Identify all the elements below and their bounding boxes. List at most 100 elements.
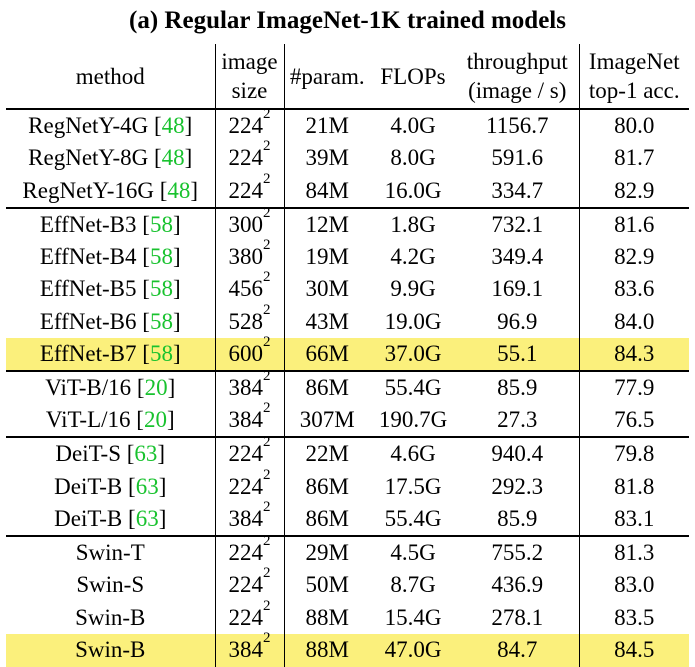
header-method: method bbox=[6, 44, 215, 110]
params-cell: 19M bbox=[283, 240, 370, 274]
citation-link[interactable]: [58] bbox=[142, 341, 181, 367]
throughput-cell: 940.4 bbox=[456, 436, 579, 471]
table-row: EffNet-B5 [58] 4562 30M 9.9G 169.1 83.6 bbox=[6, 270, 689, 306]
table-row: RegNetY-8G [48] 2242 39M 8.0G 591.6 81.7 bbox=[6, 139, 689, 175]
params-cell: 30M bbox=[283, 273, 370, 306]
citation-link[interactable]: [63] bbox=[126, 441, 166, 467]
image-size-cell: 2242 bbox=[214, 139, 284, 175]
image-size-cell: 3842 bbox=[214, 401, 284, 438]
results-table: method image size #param. FLOPs throughpu… bbox=[6, 44, 689, 667]
method-cell: RegNetY-16G [48] bbox=[6, 175, 215, 208]
method-cell: DeiT-S [63] bbox=[6, 436, 215, 471]
params-cell: 12M bbox=[283, 206, 370, 241]
accuracy-cell: 80.0 bbox=[578, 109, 689, 142]
citation-link[interactable]: [48] bbox=[154, 113, 193, 138]
citation-link[interactable]: [63] bbox=[128, 473, 167, 499]
table-caption: (a) Regular ImageNet-1K trained models bbox=[129, 7, 566, 34]
params-cell: 39M bbox=[283, 142, 370, 175]
flops-cell: 17.5G bbox=[384, 473, 442, 499]
image-size-cell: 2242 bbox=[214, 467, 284, 503]
method-name: Swin-S bbox=[76, 572, 145, 598]
method-name: EffNet-B7 bbox=[39, 341, 137, 367]
throughput-cell: 334.7 bbox=[491, 177, 544, 203]
header-throughput: throughput (image / s) bbox=[456, 44, 579, 110]
accuracy-cell: 84.3 bbox=[578, 338, 689, 372]
image-size-cell: 3842 bbox=[214, 631, 284, 667]
throughput-cell: 85.9 bbox=[497, 505, 538, 531]
flops-cell: 15.4G bbox=[384, 604, 442, 630]
throughput-cell: 27.3 bbox=[497, 407, 538, 433]
method-cell: Swin-T bbox=[6, 534, 215, 569]
method-name: RegNetY-4G bbox=[28, 113, 149, 138]
image-size-cell: 2242 bbox=[214, 107, 284, 142]
method-cell: ViT-B/16 [20] bbox=[6, 370, 215, 405]
method-cell: DeiT-B [63] bbox=[6, 470, 215, 503]
header-accuracy: ImageNet top-1 acc. bbox=[578, 44, 689, 110]
accuracy-cell: 83.5 bbox=[578, 601, 689, 635]
method-cell: EffNet-B7 [58] bbox=[6, 338, 215, 372]
citation-link[interactable]: [58] bbox=[142, 243, 181, 269]
citation-link[interactable]: [58] bbox=[142, 276, 181, 302]
flops-cell: 37.0G bbox=[370, 338, 456, 372]
citation-link[interactable]: [48] bbox=[154, 145, 193, 171]
method-name: DeiT-S bbox=[55, 441, 121, 467]
table-row: DeiT-B [63] 2242 86M 17.5G 292.3 81.8 bbox=[6, 467, 689, 503]
throughput-cell: 732.1 bbox=[456, 206, 579, 241]
citation-link[interactable]: [63] bbox=[128, 505, 167, 531]
throughput-cell: 85.9 bbox=[456, 370, 579, 405]
params-cell: 84M bbox=[283, 174, 370, 208]
params-cell: 86M bbox=[283, 470, 370, 503]
throughput-cell: 1156.7 bbox=[486, 113, 549, 138]
params-cell: 88M bbox=[283, 601, 370, 635]
method-cell: ViT-L/16 [20] bbox=[6, 404, 215, 437]
method-cell: Swin-B bbox=[6, 602, 215, 635]
params-cell: 86M bbox=[283, 370, 370, 405]
image-size-cell: 2242 bbox=[214, 435, 284, 471]
citation-link[interactable]: [48] bbox=[159, 177, 199, 203]
flops-cell: 9.9G bbox=[390, 276, 436, 302]
method-cell: EffNet-B6 [58] bbox=[6, 306, 215, 339]
params-cell: 21M bbox=[283, 109, 370, 142]
flops-cell: 190.7G bbox=[378, 407, 448, 433]
table-row: RegNetY-16G [48] 2242 84M 16.0G 334.7 82.9 bbox=[6, 171, 689, 208]
table-row: DeiT-B [63] 3842 86M 55.4G 85.9 83.1 bbox=[6, 499, 689, 536]
header-params: #param. bbox=[283, 44, 370, 110]
method-name: DeiT-B bbox=[54, 505, 123, 531]
accuracy-cell: 83.6 bbox=[578, 273, 689, 306]
accuracy-cell: 76.5 bbox=[578, 404, 689, 438]
table-row: ViT-B/16 [20] 3842 86M 55.4G 85.9 77.9 bbox=[6, 369, 689, 405]
throughput-cell: 55.1 bbox=[456, 338, 579, 372]
accuracy-cell: 84.5 bbox=[578, 634, 689, 667]
flops-cell: 19.0G bbox=[384, 309, 442, 335]
image-size-cell: 2242 bbox=[214, 171, 284, 208]
citation-link[interactable]: [58] bbox=[142, 211, 181, 237]
method-name: EffNet-B4 bbox=[39, 243, 137, 269]
throughput-cell: 755.2 bbox=[456, 534, 579, 569]
method-name: Swin-T bbox=[75, 539, 145, 565]
method-name: ViT-L/16 bbox=[45, 407, 131, 433]
citation-link[interactable]: [20] bbox=[136, 375, 176, 401]
table-row: Swin-B 2242 88M 15.4G 278.1 83.5 bbox=[6, 598, 689, 635]
throughput-cell: 591.6 bbox=[491, 145, 544, 171]
accuracy-cell: 81.3 bbox=[578, 534, 689, 569]
image-size-cell: 3802 bbox=[214, 237, 284, 274]
method-cell: RegNetY-8G [48] bbox=[6, 142, 215, 175]
header-row: method image size #param. FLOPs throughpu… bbox=[6, 44, 689, 110]
throughput-cell: 436.9 bbox=[491, 572, 544, 598]
accuracy-cell: 82.9 bbox=[578, 240, 689, 274]
method-name: ViT-B/16 bbox=[45, 375, 132, 401]
table-body: RegNetY-4G [48] 2242 21M 4.0G 1156.7 80.0 RegN… bbox=[6, 107, 689, 667]
throughput-cell: 84.7 bbox=[456, 634, 579, 667]
header-flops: FLOPs bbox=[370, 44, 456, 110]
method-name: EffNet-B6 bbox=[39, 309, 137, 335]
flops-cell: 47.0G bbox=[370, 634, 456, 667]
citation-link[interactable]: [20] bbox=[136, 407, 175, 433]
flops-cell: 4.5G bbox=[370, 534, 456, 569]
accuracy-cell: 82.9 bbox=[578, 174, 689, 208]
method-name: EffNet-B5 bbox=[39, 276, 137, 302]
citation-link[interactable]: [58] bbox=[142, 309, 181, 335]
image-size-cell: 2242 bbox=[214, 566, 284, 602]
table-row: Swin-T 2242 29M 4.5G 755.2 81.3 bbox=[6, 533, 689, 569]
flops-cell: 4.6G bbox=[370, 436, 456, 471]
image-size-cell: 2242 bbox=[214, 598, 284, 635]
